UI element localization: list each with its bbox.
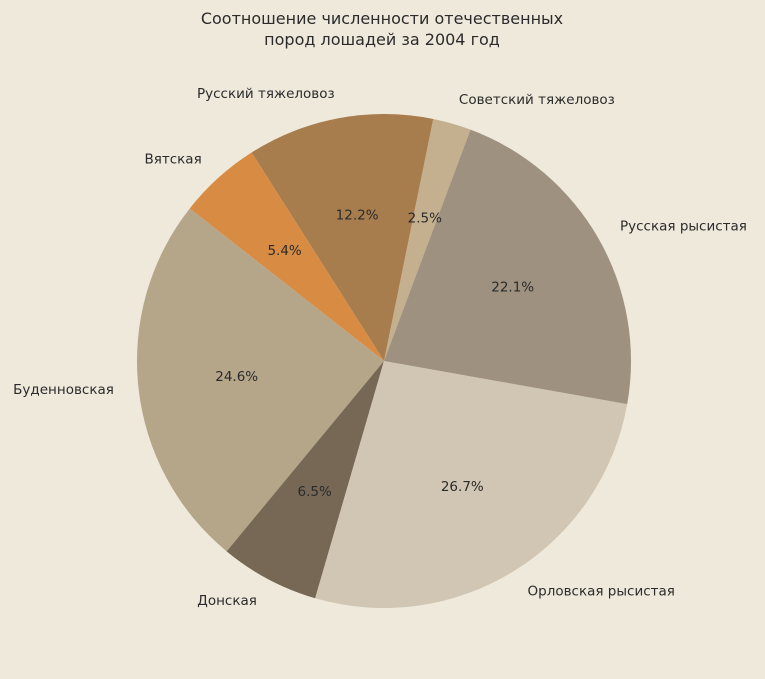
percent-label: 24.6% xyxy=(215,369,258,385)
percent-label: 5.4% xyxy=(267,243,301,259)
percent-label: 12.2% xyxy=(336,207,379,223)
category-label: Буденновская xyxy=(13,382,114,398)
pie-slices xyxy=(136,114,631,609)
pie-slice-советский-тяжеловоз xyxy=(384,118,471,362)
percent-label: 6.5% xyxy=(298,484,332,500)
category-label: Русский тяжеловоз xyxy=(197,86,335,102)
pie-slice-русский-тяжеловоз xyxy=(251,114,434,362)
category-label: Советский тяжеловоз xyxy=(459,92,615,108)
category-label: Русская рысистая xyxy=(620,218,747,234)
chart-title: Соотношение численности отечественных по… xyxy=(201,9,563,49)
percent-label: 22.1% xyxy=(491,280,534,296)
pie-slice-русская-рысистая xyxy=(384,129,631,405)
category-labels: Советский тяжеловоз Русский тяжеловоз Вятс… xyxy=(13,86,747,609)
chart-title-line-2: пород лошадей за 2004 год xyxy=(264,30,500,49)
category-label: Орловская рысистая xyxy=(528,584,675,600)
pie-slice-буденновская xyxy=(136,208,384,552)
pie-slice-орловская-рысистая xyxy=(315,361,628,609)
category-label: Вятская xyxy=(144,152,201,168)
percent-labels: 2.5% 12.2% 5.4% 24.6% 6.5% 26.7% 22.1% xyxy=(215,207,534,500)
chart-title-line-1: Соотношение численности отечественных xyxy=(201,9,563,28)
percent-label: 26.7% xyxy=(441,479,484,495)
percent-label: 2.5% xyxy=(408,211,442,227)
pie-slice-вятская xyxy=(189,152,384,361)
pie-slice-донская xyxy=(226,361,384,599)
category-label: Донская xyxy=(197,593,257,609)
